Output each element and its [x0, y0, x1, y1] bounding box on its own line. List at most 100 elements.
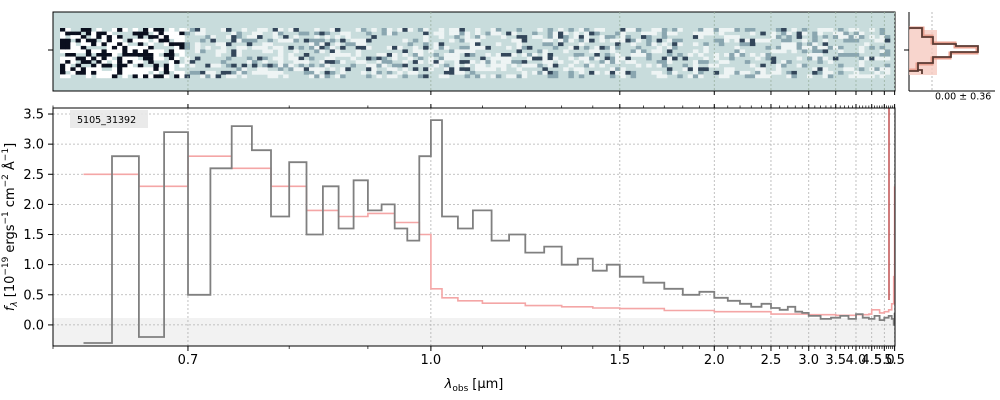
spectrum-2d-pixel [60, 67, 66, 72]
spectrum-1d-frame [52, 107, 896, 347]
spectrum-2d-pixel [174, 70, 180, 75]
spectrum-2d-pixel [137, 49, 144, 54]
spectrum-2d-pixel [96, 42, 102, 47]
spectrum-2d-pixel [838, 63, 844, 68]
spectrum-2d-pixel [267, 74, 273, 79]
spectrum-2d-pixel [464, 38, 471, 43]
spectrum-2d-pixel [661, 63, 668, 68]
spectrum-2d-pixel [838, 35, 844, 39]
spectrum-2d-pixel [189, 28, 196, 32]
spectrum-2d-pixel [698, 74, 704, 79]
spectrum-2d-pixel [303, 53, 310, 57]
spectrum-2d-pixel [168, 49, 175, 54]
spectrum-2d-pixel [106, 35, 113, 39]
spectrum-2d-pixel [521, 74, 528, 79]
spectrum-2d-pixel [65, 74, 71, 79]
spectrum-2d-pixel [480, 74, 486, 79]
spectrum-2d-pixel [355, 60, 362, 64]
spectrum-2d-pixel [251, 70, 258, 75]
x-tick-label: 4.0 [846, 353, 867, 368]
spectrum-2d-pixel [635, 53, 642, 57]
spectrum-2d-pixel [91, 38, 97, 43]
spectrum-2d-pixel [101, 38, 107, 43]
spectrum-2d-pixel [786, 74, 792, 79]
spectrum-2d-pixel [656, 70, 663, 75]
spectrum-2d-pixel [70, 42, 76, 47]
spectrum-2d-pixel [713, 56, 720, 61]
spectrum-2d-pixel [495, 53, 502, 57]
spectrum-2d-pixel [168, 53, 175, 57]
spectrum-2d-pixel [65, 63, 71, 68]
spectrum-2d-pixel [620, 70, 626, 75]
spectrum-2d-pixel [298, 63, 305, 68]
spectrum-2d-pixel [75, 49, 82, 54]
spectrum-2d-pixel [80, 49, 87, 54]
spectrum-2d-pixel [91, 63, 97, 68]
spectrum-2d-pixel [205, 35, 211, 39]
spectrum-2d-pixel [75, 38, 82, 43]
spectrum-2d-pixel [775, 28, 782, 32]
spectrum-2d-pixel [91, 67, 97, 72]
spectrum-2d-pixel [666, 53, 673, 57]
spectrum-2d-pixel [786, 38, 792, 43]
spectrum-2d-pixel [775, 67, 782, 72]
spectrum-2d-pixel [848, 38, 854, 43]
spectrum-2d-pixel [500, 56, 507, 61]
spectrum-2d-pixel [106, 53, 113, 57]
spectrum-2d-pixel [786, 60, 792, 64]
spectrum-2d-pixel [858, 60, 865, 64]
spectrum-2d-pixel [262, 70, 268, 75]
spectrum-2d-pixel [194, 42, 201, 47]
spectrum-2d-pixel [101, 42, 107, 47]
spectrum-2d-pixel [257, 31, 263, 36]
spectrum-2d-pixel [578, 38, 585, 43]
spectrum-2d-pixel [609, 45, 616, 50]
spectrum-2d-pixel [324, 45, 331, 50]
spectrum-2d-pixel [220, 60, 227, 64]
x-axis-label-sub: obs [452, 384, 468, 394]
spectrum-2d-pixel [698, 67, 704, 72]
spectrum-2d-pixel [864, 56, 870, 61]
spectrum-2d-pixel [184, 28, 190, 32]
spectrum-2d-pixel [718, 31, 725, 36]
spectrum-2d-pixel [314, 42, 320, 47]
spectrum-2d-pixel [760, 53, 766, 57]
spectrum-2d-pixel [366, 45, 372, 50]
spectrum-2d-pixel [163, 74, 170, 79]
spectrum-2d-pixel [345, 35, 351, 39]
spectrum-2d-pixel [340, 67, 346, 72]
spectrum-2d-pixel [724, 74, 730, 79]
spectrum-2d-pixel [91, 35, 97, 39]
spectrum-2d-pixel [277, 28, 284, 32]
spectrum-2d-pixel [143, 70, 149, 75]
spectrum-2d-pixel [428, 56, 434, 61]
spectrum-2d-pixel [137, 74, 144, 79]
spectrum-2d-pixel [319, 63, 325, 68]
spectrum-2d-pixel [309, 45, 315, 50]
spectrum-2d-pixel [433, 31, 439, 36]
spectrum-2d-pixel [168, 60, 175, 64]
spectrum-2d-pixel [60, 70, 66, 75]
spectrum-2d-pixel [568, 63, 574, 68]
spectrum-2d-pixel [262, 45, 268, 50]
spectrum-2d-pixel [516, 38, 522, 43]
spectrum-2d-pixel [96, 60, 102, 64]
spectrum-2d-pixel [708, 28, 714, 32]
spectrum-2d-pixel [475, 35, 481, 39]
spectrum-2d-pixel [127, 45, 133, 50]
spectrum-2d-pixel [879, 45, 886, 50]
spectrum-2d-pixel [838, 53, 844, 57]
spectrum-2d-pixel [158, 67, 165, 72]
spectrum-2d-pixel [293, 38, 299, 43]
spectrum-2d-pixel [511, 38, 517, 43]
spectrum-2d-pixel [132, 74, 139, 79]
spectrum-2d-pixel [661, 28, 668, 32]
spectrum-2d-pixel [443, 53, 450, 57]
spectrum-2d-pixel [226, 63, 232, 68]
spectrum-2d-pixel [158, 31, 165, 36]
spectrum-2d-pixel [168, 42, 175, 47]
spectrum-2d-pixel [303, 60, 310, 64]
spectrum-2d-pixel [345, 53, 351, 57]
spectrum-2d-pixel [589, 31, 595, 36]
y-axis-ticks: 0.0 0.5 1.0 1.5 2.0 2.5 3.0 3.5 [23, 108, 53, 333]
